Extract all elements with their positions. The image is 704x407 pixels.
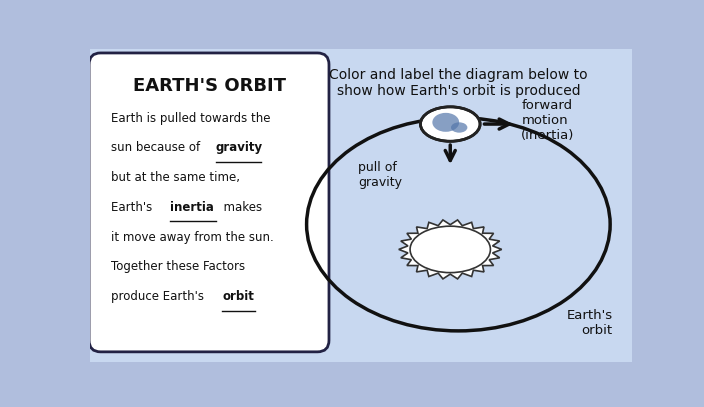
Ellipse shape [410, 226, 491, 273]
Text: Together these Factors: Together these Factors [111, 260, 246, 274]
Text: pull of
gravity: pull of gravity [358, 161, 402, 189]
Text: produce Earth's: produce Earth's [111, 290, 212, 303]
Text: sun because of: sun because of [111, 141, 208, 154]
Text: gravity: gravity [215, 141, 263, 154]
FancyBboxPatch shape [89, 46, 633, 365]
Text: it move away from the sun.: it move away from the sun. [111, 231, 274, 244]
Ellipse shape [432, 113, 459, 132]
Ellipse shape [451, 123, 467, 133]
Polygon shape [398, 220, 502, 279]
Ellipse shape [420, 107, 480, 141]
Text: makes: makes [215, 201, 262, 214]
Text: Earth's
orbit: Earth's orbit [567, 309, 613, 337]
Text: Earth's: Earth's [111, 201, 161, 214]
Text: EARTH'S ORBIT: EARTH'S ORBIT [132, 77, 286, 95]
Text: Color and label the diagram below to
show how Earth's orbit is produced: Color and label the diagram below to sho… [329, 68, 588, 98]
Text: inertia: inertia [170, 201, 214, 214]
Text: Earth is pulled towards the: Earth is pulled towards the [111, 112, 271, 125]
Text: orbit: orbit [222, 290, 254, 303]
Text: but at the same time,: but at the same time, [111, 171, 241, 184]
Text: forward
motion
(inertia): forward motion (inertia) [521, 99, 574, 142]
FancyBboxPatch shape [89, 53, 329, 352]
